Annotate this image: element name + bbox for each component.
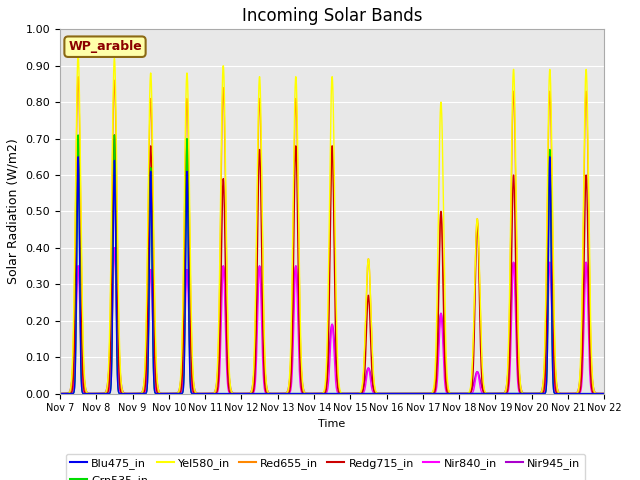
- Text: WP_arable: WP_arable: [68, 40, 142, 53]
- Y-axis label: Solar Radiation (W/m2): Solar Radiation (W/m2): [7, 139, 20, 284]
- Legend: Blu475_in, Grn535_in, Yel580_in, Red655_in, Redg715_in, Nir840_in, Nir945_in: Blu475_in, Grn535_in, Yel580_in, Red655_…: [65, 454, 585, 480]
- Title: Incoming Solar Bands: Incoming Solar Bands: [242, 7, 422, 25]
- X-axis label: Time: Time: [319, 419, 346, 429]
